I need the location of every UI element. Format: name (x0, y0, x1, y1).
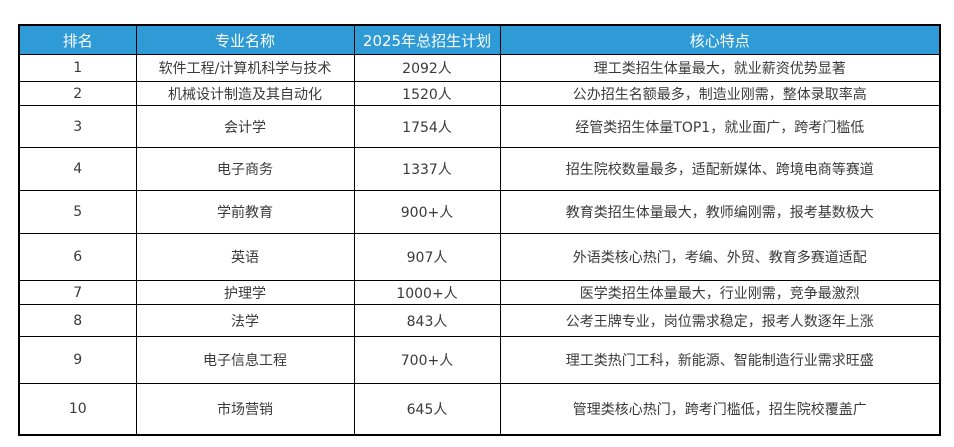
table-row: 5 学前教育 900+人 教育类招生体量最大，教师编刚需，报考基数极大 (18, 190, 941, 234)
rank-cell: 10 (18, 383, 137, 435)
table-row: 8 法学 843人 公考王牌专业，岗位需求稳定，报考人数逐年上涨 (18, 304, 941, 337)
plan-cell: 1000+人 (353, 280, 501, 305)
enrollment-table: 排名 专业名称 2025年总招生计划 核心特点 1 软件工程/计算机科学与技术 20… (18, 24, 941, 436)
major-cell: 护理学 (135, 280, 355, 305)
major-cell: 电子商务 (135, 147, 355, 191)
plan-cell: 2092人 (353, 54, 501, 82)
major-cell: 电子信息工程 (135, 336, 355, 384)
major-cell: 软件工程/计算机科学与技术 (135, 54, 355, 82)
rank-cell: 5 (18, 190, 137, 234)
major-cell: 市场营销 (135, 383, 355, 435)
table-row: 4 电子商务 1337人 招生院校数量最多，适配新媒体、跨境电商等赛道 (18, 147, 941, 191)
feature-cell: 公考王牌专业，岗位需求稳定，报考人数逐年上涨 (499, 304, 941, 337)
feature-cell: 管理类核心热门，跨考门槛低，招生院校覆盖广 (499, 383, 941, 435)
feature-cell: 医学类招生体量最大，行业刚需，竞争最激烈 (499, 280, 941, 305)
plan-cell: 1337人 (353, 147, 501, 191)
rank-cell: 8 (18, 304, 137, 337)
feature-cell: 外语类核心热门，考编、外贸、教育多赛道适配 (499, 233, 941, 281)
plan-cell: 1520人 (353, 81, 501, 106)
table-row: 1 软件工程/计算机科学与技术 2092人 理工类招生体量最大，就业薪资优势显著 (18, 54, 941, 82)
rank-cell: 6 (18, 233, 137, 281)
major-cell: 法学 (135, 304, 355, 337)
col-header-major: 专业名称 (135, 24, 355, 55)
rank-cell: 2 (18, 81, 137, 106)
header-row: 排名 专业名称 2025年总招生计划 核心特点 (18, 24, 941, 55)
col-header-rank: 排名 (18, 24, 137, 55)
col-header-feature: 核心特点 (499, 24, 941, 55)
feature-cell: 理工类热门工科，新能源、智能制造行业需求旺盛 (499, 336, 941, 384)
plan-cell: 907人 (353, 233, 501, 281)
feature-cell: 经管类招生体量TOP1，就业面广，跨考门槛低 (499, 105, 941, 148)
plan-cell: 843人 (353, 304, 501, 337)
feature-cell: 公办招生名额最多，制造业刚需，整体录取率高 (499, 81, 941, 106)
rank-cell: 4 (18, 147, 137, 191)
table-body: 1 软件工程/计算机科学与技术 2092人 理工类招生体量最大，就业薪资优势显著 2 机械… (18, 54, 941, 435)
rank-cell: 9 (18, 336, 137, 384)
col-header-plan: 2025年总招生计划 (353, 24, 501, 55)
plan-cell: 645人 (353, 383, 501, 435)
major-cell: 学前教育 (135, 190, 355, 234)
table-row: 2 机械设计制造及其自动化 1520人 公办招生名额最多，制造业刚需，整体录取率高 (18, 81, 941, 106)
feature-cell: 理工类招生体量最大，就业薪资优势显著 (499, 54, 941, 82)
table-row: 10 市场营销 645人 管理类核心热门，跨考门槛低，招生院校覆盖广 (18, 383, 941, 435)
table-row: 6 英语 907人 外语类核心热门，考编、外贸、教育多赛道适配 (18, 233, 941, 281)
rank-cell: 1 (18, 54, 137, 82)
plan-cell: 1754人 (353, 105, 501, 148)
major-cell: 机械设计制造及其自动化 (135, 81, 355, 106)
feature-cell: 招生院校数量最多，适配新媒体、跨境电商等赛道 (499, 147, 941, 191)
table-row: 7 护理学 1000+人 医学类招生体量最大，行业刚需，竞争最激烈 (18, 280, 941, 305)
major-cell: 英语 (135, 233, 355, 281)
feature-cell: 教育类招生体量最大，教师编刚需，报考基数极大 (499, 190, 941, 234)
major-cell: 会计学 (135, 105, 355, 148)
plan-cell: 900+人 (353, 190, 501, 234)
rank-cell: 3 (18, 105, 137, 148)
plan-cell: 700+人 (353, 336, 501, 384)
table-row: 9 电子信息工程 700+人 理工类热门工科，新能源、智能制造行业需求旺盛 (18, 336, 941, 384)
rank-cell: 7 (18, 280, 137, 305)
table-row: 3 会计学 1754人 经管类招生体量TOP1，就业面广，跨考门槛低 (18, 105, 941, 148)
